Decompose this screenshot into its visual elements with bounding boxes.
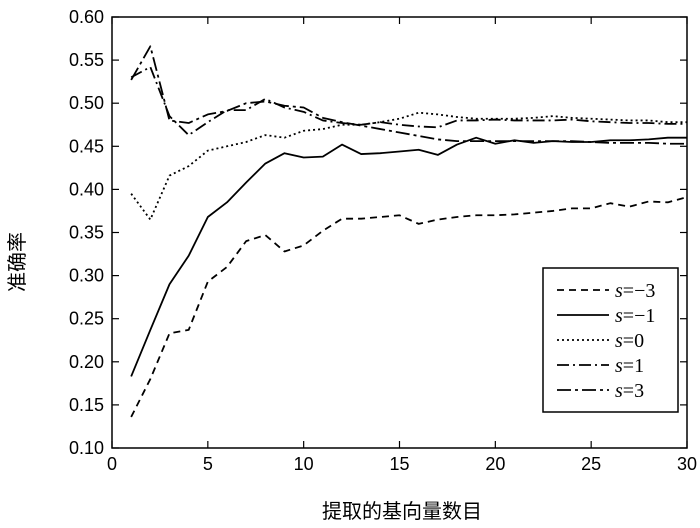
legend-label-value: =−1 <box>623 305 656 327</box>
series-line <box>130 196 688 418</box>
legend-label-var: s <box>615 280 623 302</box>
y-axis-title: 准确率 <box>5 232 29 292</box>
legend-label-value: =1 <box>623 355 644 377</box>
y-tick-label: 0.25 <box>69 309 104 329</box>
y-tick-label: 0.50 <box>69 93 104 113</box>
series-line <box>130 136 687 377</box>
series-line <box>130 111 687 221</box>
x-tick-label: 25 <box>581 454 601 474</box>
legend: s=−3s=−1s=0s=1s=3 <box>542 267 679 413</box>
x-tick-label: 30 <box>677 454 697 474</box>
series-lines <box>130 45 688 418</box>
y-tick-label: 0.15 <box>69 395 104 415</box>
x-tick-label: 20 <box>485 454 505 474</box>
legend-label-value: =3 <box>623 380 644 402</box>
legend-label: s=0 <box>615 330 644 352</box>
x-tick-label: 10 <box>294 454 314 474</box>
axes: 0 5 10 15 20 25 30 0.10 0.15 0.20 0.25 0.30 0.35 0.40… <box>69 7 697 474</box>
legend-label-value: =−3 <box>623 280 656 302</box>
series-line <box>130 66 687 136</box>
x-tick-label: 15 <box>389 454 409 474</box>
legend-label: s=3 <box>615 380 644 402</box>
x-axis-title: 提取的基向量数目 <box>322 499 482 523</box>
legend-label-var: s <box>615 305 623 327</box>
legend-label-var: s <box>615 330 623 352</box>
y-tick-label: 0.20 <box>69 352 104 372</box>
legend-label-var: s <box>615 380 623 402</box>
legend-box <box>542 267 679 413</box>
legend-label-var: s <box>615 355 623 377</box>
series-line <box>130 45 687 145</box>
y-tick-label: 0.40 <box>69 179 104 199</box>
y-tick-label: 0.55 <box>69 50 104 70</box>
legend-label: s=1 <box>615 355 644 377</box>
y-tick-label: 0.45 <box>69 136 104 156</box>
y-tick-label: 0.30 <box>69 266 104 286</box>
y-tick-label: 0.35 <box>69 223 104 243</box>
y-tick-label: 0.10 <box>69 438 104 458</box>
x-tick-label: 0 <box>107 454 117 474</box>
legend-label: s=−1 <box>615 305 655 327</box>
x-tick-label: 5 <box>203 454 213 474</box>
y-tick-label: 0.60 <box>69 7 104 27</box>
legend-label: s=−3 <box>615 280 655 302</box>
legend-label-value: =0 <box>623 330 644 352</box>
